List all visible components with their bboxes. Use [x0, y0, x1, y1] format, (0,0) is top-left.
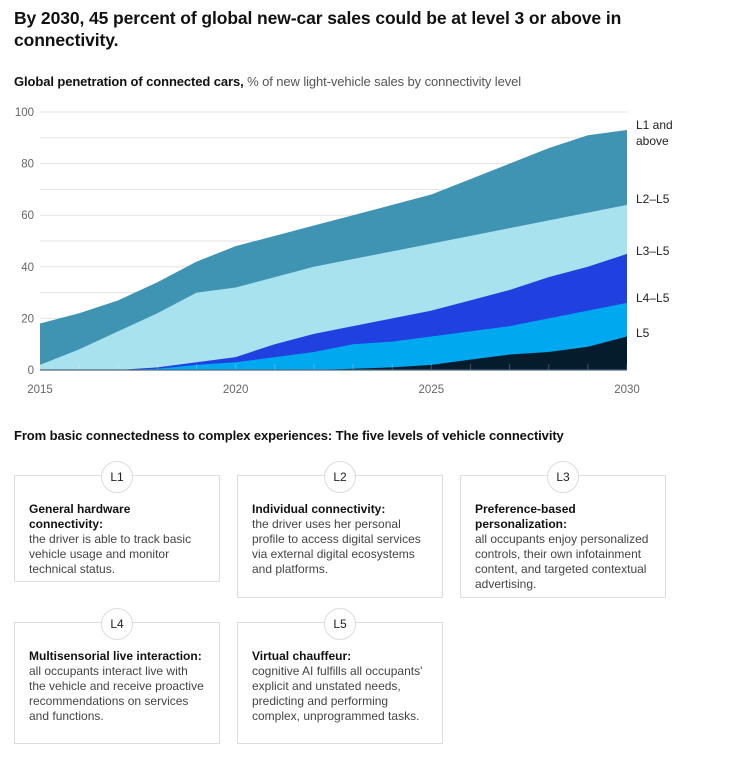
x-tick-label: 2025	[419, 384, 445, 396]
area-l4-l5	[40, 302, 627, 370]
levels-section-title: From basic connectedness to complex expe…	[14, 428, 564, 443]
series-labels: L1 and above L2–L5 L3–L5 L4–L5 L5	[636, 118, 673, 340]
level-badge: L1	[101, 461, 133, 493]
y-tick-label: 40	[21, 262, 34, 274]
y-tick-label: 60	[21, 210, 34, 222]
level-description: all occupants interact live with the veh…	[29, 664, 204, 723]
series-label: L2–L5	[636, 192, 670, 206]
level-description: the driver is able to track basic vehicl…	[29, 532, 192, 576]
y-tick-label: 0	[28, 365, 34, 377]
y-tick-label: 100	[15, 107, 34, 119]
area-l5	[40, 336, 627, 370]
level-heading: Individual connectivity:	[252, 502, 386, 516]
chart-subtitle-rest: % of new light-vehicle sales by connecti…	[243, 74, 522, 89]
axes: 0 20 40 60 80 100 2015 2020 2025 2030	[15, 107, 640, 396]
series-label: L5	[636, 326, 650, 340]
level-heading: Preference-based personalization:	[475, 502, 576, 531]
level-card-l3: L3 Preference-based personalization: all…	[460, 461, 666, 598]
area-chart: 0 20 40 60 80 100 2015 2020 2025 2030 L1 and above…	[15, 107, 673, 396]
chart-subtitle: Global penetration of connected cars, % …	[14, 73, 521, 91]
level-description: the driver uses her personal profile to …	[252, 517, 421, 576]
level-card-l1: L1 General hardware connectivity: the dr…	[14, 461, 220, 582]
series-label: above	[636, 134, 669, 148]
series-label: L3–L5	[636, 244, 670, 258]
level-description: all occupants enjoy personalized control…	[475, 532, 649, 591]
level-card-l5: L5 Virtual chauffeur: cognitive AI fulfi…	[237, 608, 443, 744]
level-card-l4: L4 Multisensorial live interaction: all …	[14, 608, 220, 744]
x-tick-label: 2030	[614, 384, 640, 396]
y-tick-label: 20	[21, 313, 34, 325]
level-heading: Virtual chauffeur:	[252, 649, 352, 663]
level-badge: L4	[101, 608, 133, 640]
page-title: By 2030, 45 percent of global new-car sa…	[14, 8, 622, 50]
series-label: L4–L5	[636, 291, 670, 305]
level-heading: Multisensorial live interaction:	[29, 649, 202, 663]
level-card-l2: L2 Individual connectivity: the driver u…	[237, 461, 443, 598]
series-label: L1 and	[636, 118, 673, 132]
level-badge: L3	[547, 461, 579, 493]
level-description: cognitive AI fulfills all occupants' exp…	[252, 664, 423, 723]
level-badge: L5	[324, 608, 356, 640]
x-tick-label: 2020	[223, 384, 249, 396]
chart-subtitle-bold: Global penetration of connected cars,	[14, 74, 244, 89]
x-tick-label: 2015	[27, 384, 53, 396]
level-heading: General hardware connectivity:	[29, 502, 131, 531]
level-badge: L2	[324, 461, 356, 493]
y-tick-label: 80	[21, 159, 34, 171]
area-series	[40, 130, 627, 370]
